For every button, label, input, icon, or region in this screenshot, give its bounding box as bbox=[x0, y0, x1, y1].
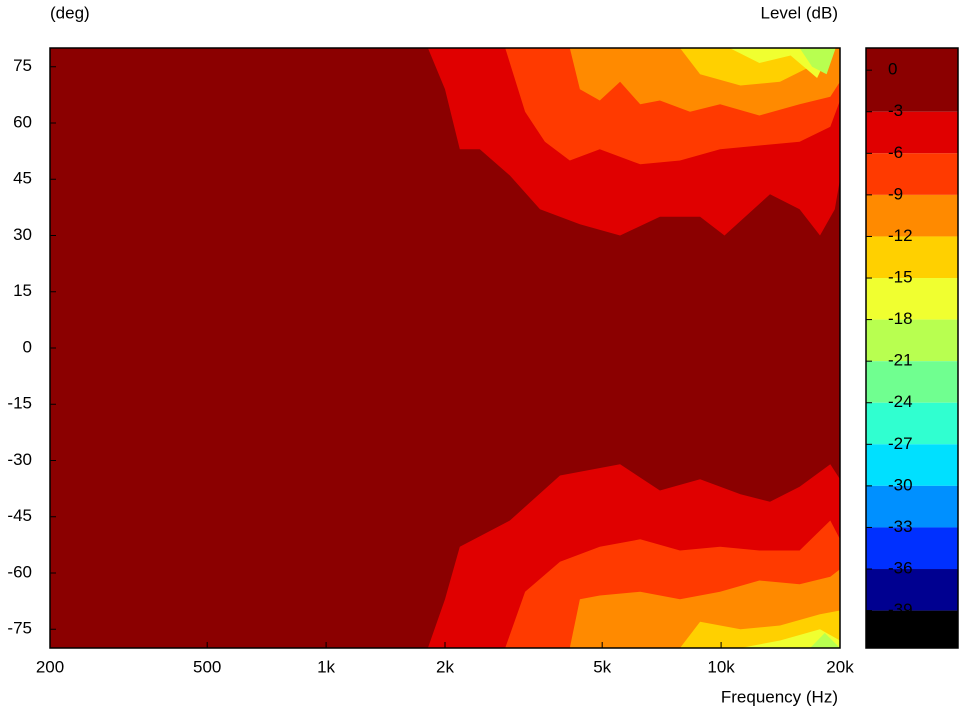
colorbar-band bbox=[866, 278, 958, 320]
contour-region bbox=[799, 48, 836, 75]
colorbar-tick-label: -24 bbox=[888, 392, 913, 411]
colorbar-tick-label: -15 bbox=[888, 268, 913, 287]
colorbar-tick-label: -9 bbox=[888, 184, 903, 203]
colorbar-band bbox=[866, 48, 958, 112]
colorbar-tick-label: -27 bbox=[888, 434, 913, 453]
colorbar-band bbox=[866, 485, 958, 528]
colorbar-tick-label: -12 bbox=[888, 226, 913, 245]
x-tick-label: 20k bbox=[826, 657, 854, 676]
contour-region bbox=[810, 633, 840, 648]
colorbar-tick-label: -36 bbox=[888, 559, 913, 578]
colorbar-tick-label: -21 bbox=[888, 351, 913, 370]
colorbar-frame bbox=[865, 47, 959, 649]
colorbar-band bbox=[866, 194, 958, 237]
colorbar-label: Level (dB) bbox=[761, 3, 838, 22]
x-axis-label: Frequency (Hz) bbox=[721, 687, 838, 706]
y-tick-label: 75 bbox=[13, 56, 32, 75]
x-tick-label: 1k bbox=[317, 657, 335, 676]
y-tick-label: 60 bbox=[13, 112, 32, 131]
colorbar-tick-label: -18 bbox=[888, 309, 913, 328]
colorbar-band bbox=[866, 236, 958, 279]
colorbar-band bbox=[866, 610, 958, 648]
y-tick-label: 15 bbox=[13, 281, 32, 300]
y-tick-label: -60 bbox=[7, 562, 32, 581]
y-tick-label: -30 bbox=[7, 450, 32, 469]
colorbar-band bbox=[866, 361, 958, 403]
contour-region bbox=[680, 48, 820, 86]
colorbar-band bbox=[866, 153, 958, 195]
y-tick-label: 0 bbox=[23, 337, 32, 356]
y-tick-label: -75 bbox=[7, 619, 32, 638]
colorbar-tick-label: -39 bbox=[888, 600, 913, 619]
colorbar-tick-label: -3 bbox=[888, 101, 903, 120]
y-tick-label: 45 bbox=[13, 169, 32, 188]
x-tick-label: 10k bbox=[707, 657, 735, 676]
y-tick-label: -45 bbox=[7, 506, 32, 525]
colorbar-band bbox=[866, 111, 958, 154]
colorbar-band bbox=[866, 569, 958, 611]
x-tick-label: 5k bbox=[593, 657, 611, 676]
colorbar-tick-label: -6 bbox=[888, 143, 903, 162]
colorbar-band bbox=[866, 402, 958, 445]
colorbar-band bbox=[866, 444, 958, 486]
colorbar-tick-label: -33 bbox=[888, 517, 913, 536]
x-tick-label: 200 bbox=[36, 657, 64, 676]
colorbar-band bbox=[866, 527, 958, 570]
y-tick-label: -15 bbox=[7, 394, 32, 413]
x-tick-label: 2k bbox=[436, 657, 454, 676]
colorbar-tick-label: -30 bbox=[888, 475, 913, 494]
y-tick-label: 30 bbox=[13, 225, 32, 244]
x-tick-label: 500 bbox=[193, 657, 221, 676]
colorbar-tick-label: 0 bbox=[888, 60, 897, 79]
colorbar-band bbox=[866, 319, 958, 362]
y-axis-label: (deg) bbox=[50, 3, 90, 22]
